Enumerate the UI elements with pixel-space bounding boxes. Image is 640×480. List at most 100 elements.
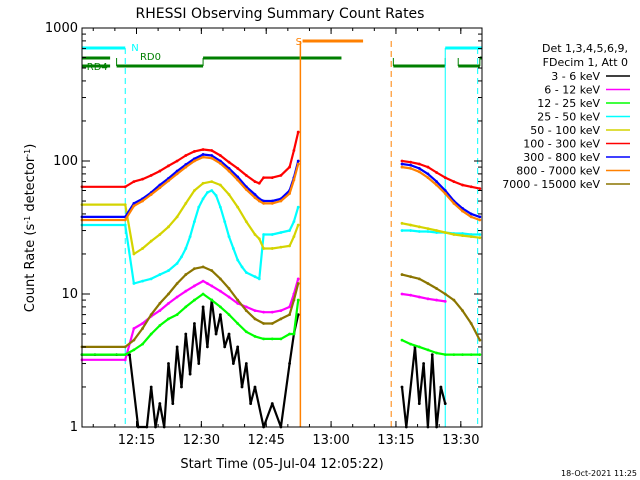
data-point (262, 310, 266, 314)
data-point (201, 305, 205, 309)
data-point (210, 149, 214, 152)
data-point (123, 353, 127, 357)
y-tick-label: 10 (61, 287, 78, 302)
data-point (409, 166, 413, 170)
attenuator-label-rd0: RD0 (140, 52, 161, 63)
data-point (184, 273, 188, 276)
data-point (409, 342, 413, 346)
data-point (270, 233, 274, 236)
x-tick-label: 12:30 (183, 433, 220, 448)
legend-entry-label: 3 - 6 keV (551, 70, 600, 83)
data-point (296, 298, 300, 302)
data-point (227, 287, 231, 290)
data-point (452, 201, 456, 205)
data-point (292, 332, 296, 336)
data-point (201, 153, 205, 156)
data-point (296, 162, 300, 166)
series-line (401, 292, 446, 303)
series-8 (80, 265, 482, 349)
data-point (231, 247, 235, 250)
data-point (270, 199, 274, 203)
legend: Det 1,3,4,5,6,9, FDecim 1, Att 0 3 - 6 k… (502, 42, 630, 191)
data-point (175, 215, 179, 219)
data-point (158, 186, 162, 190)
data-point (409, 160, 413, 164)
data-point (461, 234, 464, 237)
data-point (253, 275, 257, 279)
data-point (469, 353, 473, 357)
x-tick-label: 13:15 (377, 433, 414, 448)
data-point (426, 230, 430, 233)
data-point (422, 362, 426, 365)
data-point (193, 220, 196, 224)
data-point (400, 229, 404, 232)
data-point (430, 353, 434, 357)
data-point (236, 258, 240, 262)
data-point (167, 292, 170, 296)
data-point (218, 277, 222, 281)
data-point (193, 189, 196, 192)
data-point (417, 345, 421, 349)
y-tick-label: 1 (70, 420, 78, 435)
data-point (175, 295, 179, 299)
data-point (279, 317, 283, 321)
data-point (201, 279, 205, 283)
data-point (426, 282, 430, 285)
data-point (141, 327, 144, 330)
data-point (149, 385, 153, 389)
data-point (193, 284, 196, 288)
data-point (244, 220, 248, 224)
data-point (171, 402, 175, 405)
series-line (82, 265, 300, 348)
x-tick-label: 13:30 (442, 433, 479, 448)
data-point (132, 327, 136, 330)
data-point (158, 233, 162, 236)
data-point (218, 313, 222, 317)
data-point (262, 199, 266, 203)
data-point (249, 402, 253, 405)
data-point (296, 282, 300, 285)
series-line (401, 339, 480, 356)
data-point (443, 192, 447, 195)
series-line (401, 273, 481, 341)
data-point (197, 205, 201, 209)
series-line (82, 180, 300, 256)
series-layer (80, 130, 482, 429)
data-point (426, 176, 430, 180)
data-point (184, 247, 188, 250)
data-point (218, 289, 222, 293)
data-point (262, 201, 266, 205)
data-point (175, 159, 179, 163)
data-point (227, 169, 231, 173)
flags-layer: RD0 RD4 N S (82, 37, 482, 427)
series-line (82, 131, 300, 188)
data-point (175, 261, 179, 265)
plot-frame (81, 27, 483, 428)
data-point (236, 178, 240, 182)
data-point (253, 334, 257, 338)
data-point (193, 150, 196, 153)
data-point (461, 183, 464, 187)
data-point (288, 313, 291, 317)
series-line (401, 159, 481, 190)
data-point (210, 180, 214, 184)
series-line (82, 153, 300, 218)
data-point (253, 193, 257, 196)
data-point (400, 273, 404, 276)
data-point (292, 235, 296, 239)
data-point (435, 180, 438, 184)
data-point (180, 385, 183, 389)
data-point (400, 292, 404, 296)
data-point (262, 176, 266, 180)
data-point (469, 233, 473, 236)
data-point (417, 295, 421, 299)
data-point (426, 297, 430, 301)
data-point (167, 179, 170, 183)
data-point (175, 282, 179, 285)
series-7 (80, 155, 482, 222)
data-point (201, 197, 205, 201)
data-point (184, 332, 188, 336)
data-point (184, 201, 188, 205)
data-point (461, 232, 464, 235)
